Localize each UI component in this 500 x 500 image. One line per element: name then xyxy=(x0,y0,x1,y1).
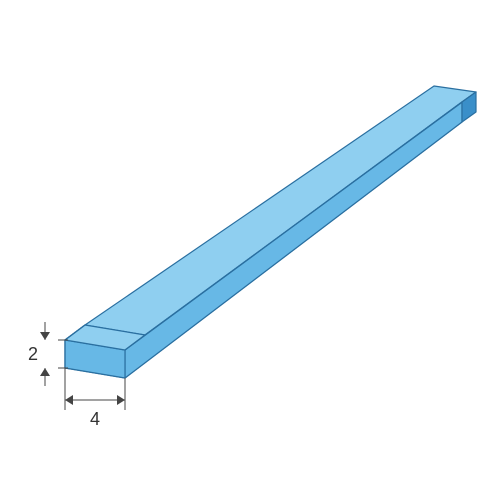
dim-w-arrow-right xyxy=(117,395,125,405)
dim-height-label: 2 xyxy=(28,344,38,364)
bar-front-long xyxy=(125,102,462,378)
dim-width-label: 4 xyxy=(90,409,100,429)
isometric-bar-svg: 24 xyxy=(0,0,500,500)
dim-h-arrow-top xyxy=(40,332,50,340)
dim-w-arrow-left xyxy=(65,395,73,405)
bar-top-face xyxy=(65,86,476,350)
bar-top-long xyxy=(125,92,476,350)
diagram-stage: 24 xyxy=(0,0,500,500)
dim-h-arrow-bot xyxy=(40,368,50,376)
